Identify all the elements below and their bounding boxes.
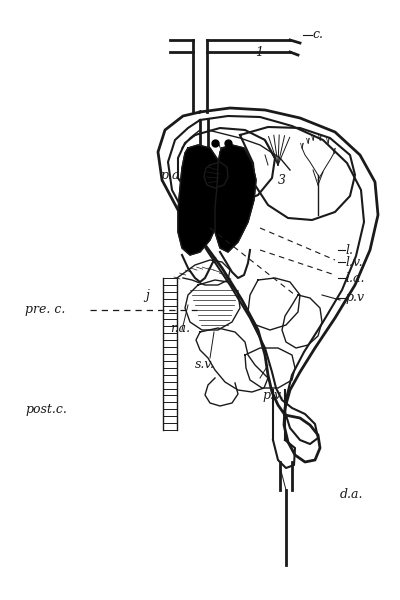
Text: d.a.: d.a. bbox=[340, 488, 364, 502]
Text: s.v.: s.v. bbox=[195, 358, 215, 371]
Text: l.: l. bbox=[345, 244, 353, 257]
Text: 1: 1 bbox=[255, 46, 263, 58]
Polygon shape bbox=[215, 145, 256, 252]
Text: p.v.: p.v. bbox=[262, 389, 284, 401]
Polygon shape bbox=[178, 145, 222, 255]
Text: p.v: p.v bbox=[345, 292, 364, 304]
Text: r.a.: r.a. bbox=[170, 322, 190, 335]
Text: r.v.: r.v. bbox=[178, 188, 196, 202]
Text: post.c.: post.c. bbox=[25, 403, 67, 416]
Text: l.a.: l.a. bbox=[345, 271, 364, 284]
Text: c.: c. bbox=[312, 28, 323, 41]
Text: p.a.: p.a. bbox=[160, 169, 184, 181]
Text: pre. c.: pre. c. bbox=[25, 304, 65, 317]
Text: a.: a. bbox=[232, 161, 244, 175]
Text: 3: 3 bbox=[278, 173, 286, 187]
Text: 2: 2 bbox=[248, 176, 256, 190]
Text: j: j bbox=[145, 289, 149, 301]
Text: l.v.: l.v. bbox=[345, 256, 363, 269]
